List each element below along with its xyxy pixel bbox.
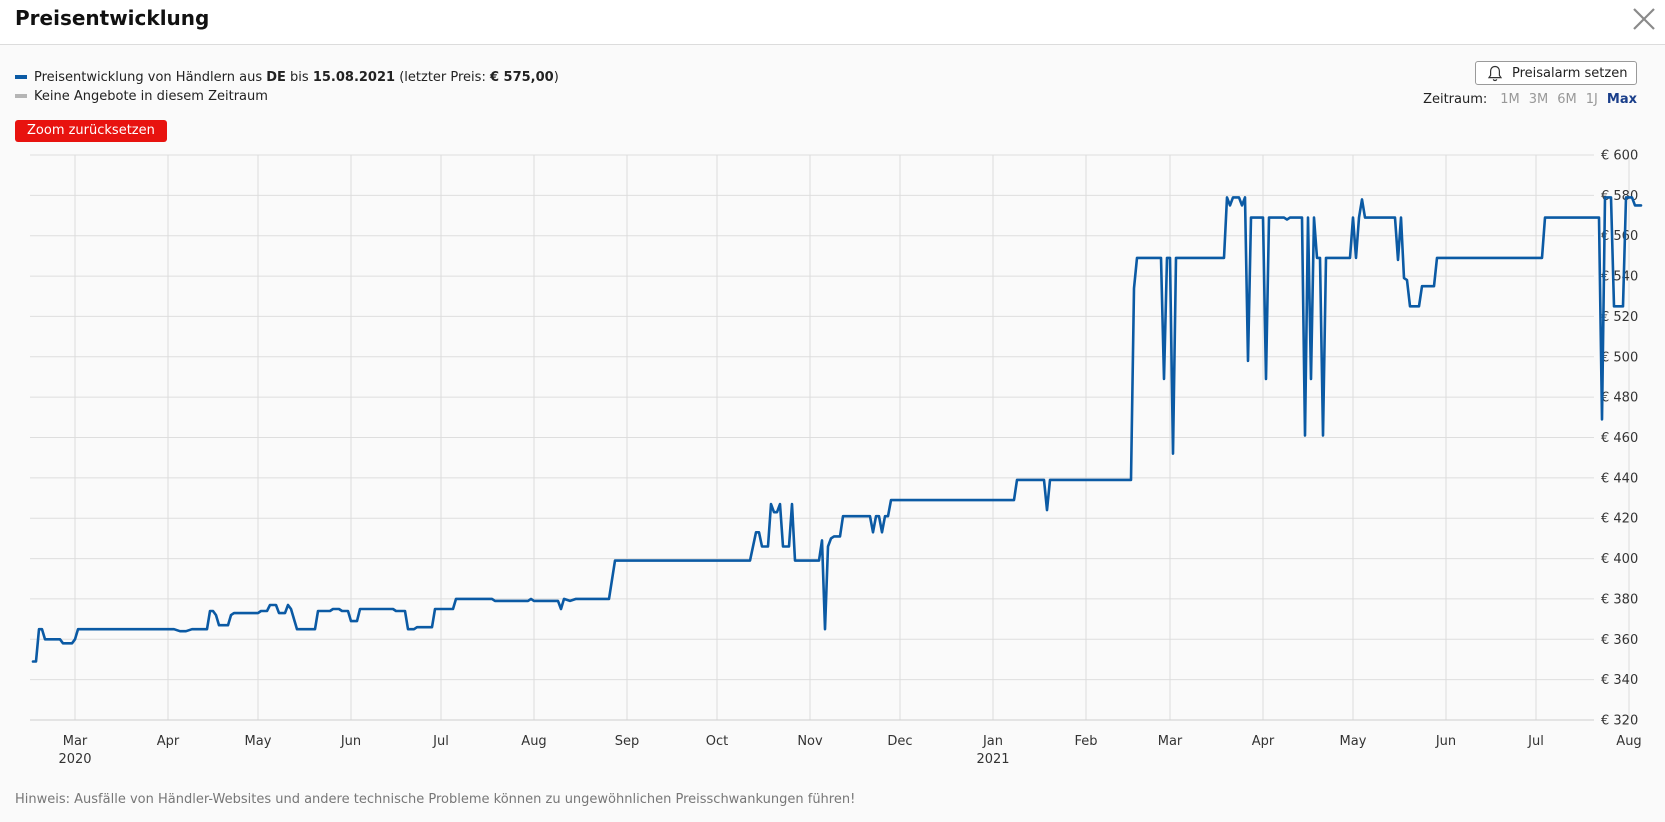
x-tick-label-15: Jun bbox=[1435, 734, 1456, 749]
y-tick-label-460: € 460 bbox=[1601, 431, 1638, 446]
x-tick-label-4: Jul bbox=[432, 734, 449, 749]
y-tick-label-520: € 520 bbox=[1601, 310, 1638, 325]
y-tick-label-320: € 320 bbox=[1601, 714, 1638, 729]
x-tick-label-17: Aug bbox=[1616, 734, 1641, 749]
x-tick-label-11: Feb bbox=[1074, 734, 1097, 749]
price-alarm-button[interactable]: Preisalarm setzen bbox=[1475, 61, 1637, 85]
x-tick-label-12: Mar bbox=[1158, 734, 1183, 749]
x-tick-label-3: Jun bbox=[340, 734, 361, 749]
legend-text-suffix: ) bbox=[553, 70, 559, 85]
x-tick-label-16: Jul bbox=[1527, 734, 1544, 749]
dialog-title: Preisentwicklung bbox=[15, 6, 210, 30]
time-range-selector: Zeitraum: 1M 3M 6M 1J Max bbox=[1423, 92, 1637, 107]
y-tick-label-420: € 420 bbox=[1601, 512, 1638, 527]
legend-date: 15.08.2021 bbox=[312, 70, 396, 85]
legend-no-offers-text: Keine Angebote in diesem Zeitraum bbox=[34, 89, 268, 104]
y-tick-label-360: € 360 bbox=[1601, 633, 1638, 648]
chart-grid bbox=[30, 154, 1630, 721]
y-tick-label-500: € 500 bbox=[1601, 350, 1638, 365]
y-tick-label-380: € 380 bbox=[1601, 592, 1638, 607]
x-tick-label-7: Oct bbox=[706, 734, 728, 749]
legend-text-prefix: Preisentwicklung von Händlern aus bbox=[34, 70, 267, 85]
time-range-label: Zeitraum: bbox=[1423, 92, 1488, 107]
y-tick-label-480: € 480 bbox=[1601, 391, 1638, 406]
close-button[interactable] bbox=[1629, 4, 1659, 34]
chart-legend: Preisentwicklung von Händlern aus DE bis… bbox=[15, 68, 559, 106]
y-axis-labels: € 320 € 340 € 360 € 380 € 400 € 420 € 440 € 460… bbox=[1601, 149, 1638, 729]
legend-swatch-blue bbox=[15, 74, 27, 79]
x-tick-year-10: 2021 bbox=[976, 752, 1009, 767]
legend-country: DE bbox=[266, 70, 286, 85]
x-tick-label-13: Apr bbox=[1252, 734, 1275, 749]
x-tick-label-0: Mar bbox=[63, 734, 88, 749]
legend-text-mid: bis bbox=[285, 70, 313, 85]
footer-note: Hinweis: Ausfälle von Händler-Websites u… bbox=[15, 792, 856, 807]
range-option-max[interactable]: Max bbox=[1606, 92, 1637, 107]
x-tick-label-14: May bbox=[1340, 734, 1367, 749]
bell-icon bbox=[1487, 65, 1503, 82]
y-tick-label-600: € 600 bbox=[1601, 149, 1638, 164]
x-tick-label-9: Dec bbox=[887, 734, 912, 749]
x-tick-label-2: May bbox=[245, 734, 272, 749]
legend-swatch-gray bbox=[15, 93, 27, 98]
legend-item-price[interactable]: Preisentwicklung von Händlern aus DE bis… bbox=[15, 68, 559, 87]
y-tick-label-540: € 540 bbox=[1601, 270, 1638, 285]
price-chart[interactable]: € 320 € 340 € 360 € 380 € 400 € 420 € 440 € 460… bbox=[0, 0, 1665, 780]
y-tick-label-560: € 560 bbox=[1601, 229, 1638, 244]
y-tick-label-400: € 400 bbox=[1601, 552, 1638, 567]
y-tick-label-440: € 440 bbox=[1601, 471, 1638, 486]
price-alarm-label: Preisalarm setzen bbox=[1512, 66, 1628, 81]
x-tick-label-1: Apr bbox=[157, 734, 180, 749]
y-tick-label-340: € 340 bbox=[1601, 673, 1638, 688]
range-option-6m[interactable]: 6M bbox=[1557, 92, 1577, 107]
range-option-1j[interactable]: 1J bbox=[1585, 92, 1598, 107]
chart-series bbox=[31, 196, 1643, 663]
legend-last-price: € 575,00 bbox=[489, 70, 554, 85]
range-option-3m[interactable]: 3M bbox=[1528, 92, 1549, 107]
dialog-header: Preisentwicklung bbox=[0, 0, 1665, 45]
legend-price-prefix: (letzter Preis: bbox=[395, 70, 490, 85]
close-icon bbox=[1633, 8, 1655, 30]
legend-item-no-offers[interactable]: Keine Angebote in diesem Zeitraum bbox=[15, 87, 559, 106]
zoom-reset-button[interactable]: Zoom zurücksetzen bbox=[15, 120, 167, 142]
range-option-1m[interactable]: 1M bbox=[1500, 92, 1520, 107]
x-tick-label-6: Sep bbox=[615, 734, 640, 749]
x-tick-label-5: Aug bbox=[521, 734, 546, 749]
price-series-line-0 bbox=[31, 196, 1643, 663]
x-tick-label-10: Jan bbox=[982, 734, 1003, 749]
x-axis-labels: Mar 2020 Apr May Jun Jul Aug Sep Oct Nov Dec Jan 202… bbox=[58, 734, 1641, 767]
x-tick-label-8: Nov bbox=[797, 734, 823, 749]
x-tick-year-0: 2020 bbox=[58, 752, 91, 767]
